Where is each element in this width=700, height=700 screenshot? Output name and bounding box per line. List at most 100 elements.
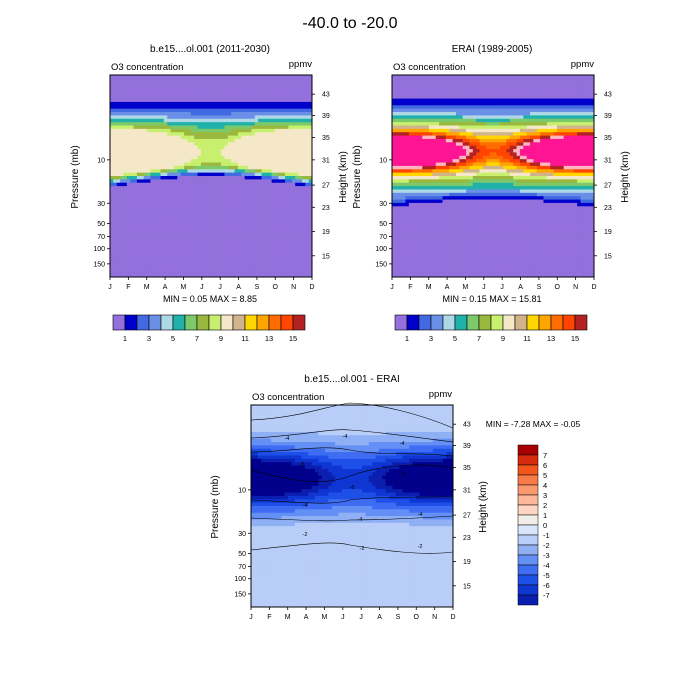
field-cell — [197, 273, 202, 278]
field-cell — [200, 250, 205, 254]
field-cell — [305, 91, 310, 96]
field-cell — [224, 95, 229, 99]
field-cell — [486, 122, 491, 126]
field-cell — [291, 253, 296, 258]
field-cell — [211, 186, 215, 190]
field-cell — [271, 169, 276, 174]
field-cell — [187, 159, 192, 163]
field-cell — [163, 122, 168, 126]
field-cell — [153, 213, 158, 217]
field-cell — [392, 112, 396, 116]
field-cell — [197, 155, 202, 160]
field-cell — [305, 165, 310, 170]
field-cell — [184, 186, 188, 190]
field-cell — [496, 105, 501, 110]
field-cell — [556, 115, 561, 120]
field-cell — [197, 172, 202, 177]
field-cell — [204, 101, 209, 106]
field-cell — [217, 165, 222, 170]
field-cell — [136, 172, 141, 177]
field-cell — [530, 122, 534, 126]
field-cell — [126, 202, 131, 207]
field-cell — [526, 81, 531, 86]
field-cell — [425, 101, 430, 106]
field-cell — [180, 243, 185, 248]
field-cell — [200, 142, 205, 147]
field-cell — [244, 202, 249, 207]
field-cell — [217, 81, 222, 86]
field-cell — [130, 115, 134, 120]
field-cell — [415, 105, 420, 110]
field-cell — [204, 219, 209, 224]
field-cell — [150, 159, 155, 163]
field-cell — [305, 98, 310, 103]
field-cell — [479, 78, 484, 83]
field-cell — [408, 142, 413, 147]
field-cell — [197, 189, 202, 194]
field-cell — [533, 135, 538, 140]
field-cell — [258, 236, 262, 241]
field-cell — [523, 138, 528, 143]
field-cell — [150, 236, 155, 241]
field-cell — [231, 233, 235, 237]
field-cell — [479, 142, 484, 147]
field-cell — [462, 78, 467, 83]
field-cell — [563, 135, 568, 140]
field-cell — [546, 125, 551, 130]
field-cell — [254, 115, 259, 120]
field-cell — [298, 226, 303, 231]
field-cell — [211, 209, 215, 214]
field-cell — [278, 263, 283, 268]
field-cell — [479, 81, 484, 86]
field-cell — [163, 142, 168, 147]
field-cell — [570, 128, 575, 133]
field-cell — [187, 199, 192, 204]
field-cell — [291, 236, 296, 241]
field-cell — [285, 105, 289, 110]
field-cell — [204, 233, 209, 237]
field-cell — [519, 81, 524, 86]
field-cell — [244, 122, 249, 126]
field-cell — [405, 85, 410, 89]
field-cell — [110, 112, 114, 116]
field-cell — [546, 115, 551, 120]
field-cell — [462, 98, 467, 103]
field-cell — [274, 182, 279, 187]
field-cell — [486, 125, 491, 130]
field-cell — [486, 98, 491, 103]
field-cell — [530, 135, 534, 140]
field-cell — [248, 202, 252, 207]
field-cell — [157, 266, 161, 271]
field-cell — [435, 85, 440, 89]
field-cell — [486, 95, 491, 99]
field-cell — [237, 81, 242, 86]
field-cell — [157, 165, 161, 170]
field-cell — [442, 145, 447, 150]
field-cell — [288, 199, 293, 204]
field-cell — [197, 75, 202, 79]
field-cell — [264, 149, 269, 153]
field-cell — [224, 75, 229, 79]
field-cell — [278, 142, 283, 147]
field-cell — [187, 226, 192, 231]
field-cell — [570, 98, 575, 103]
field-cell — [190, 95, 195, 99]
field-cell — [126, 98, 131, 103]
field-cell — [573, 138, 578, 143]
field-cell — [200, 186, 205, 190]
field-cell — [150, 243, 155, 248]
field-cell — [285, 165, 289, 170]
field-cell — [308, 125, 313, 130]
field-cell — [442, 108, 447, 113]
field-cell — [180, 132, 185, 136]
field-cell — [130, 169, 134, 174]
field-cell — [187, 219, 192, 224]
field-cell — [160, 118, 165, 123]
field-cell — [268, 216, 272, 221]
field-cell — [150, 85, 155, 89]
colorbar-box — [148, 314, 162, 331]
field-cell — [435, 108, 440, 113]
field-cell — [214, 176, 219, 180]
colorbar-box — [196, 314, 210, 331]
field-cell — [150, 78, 155, 83]
